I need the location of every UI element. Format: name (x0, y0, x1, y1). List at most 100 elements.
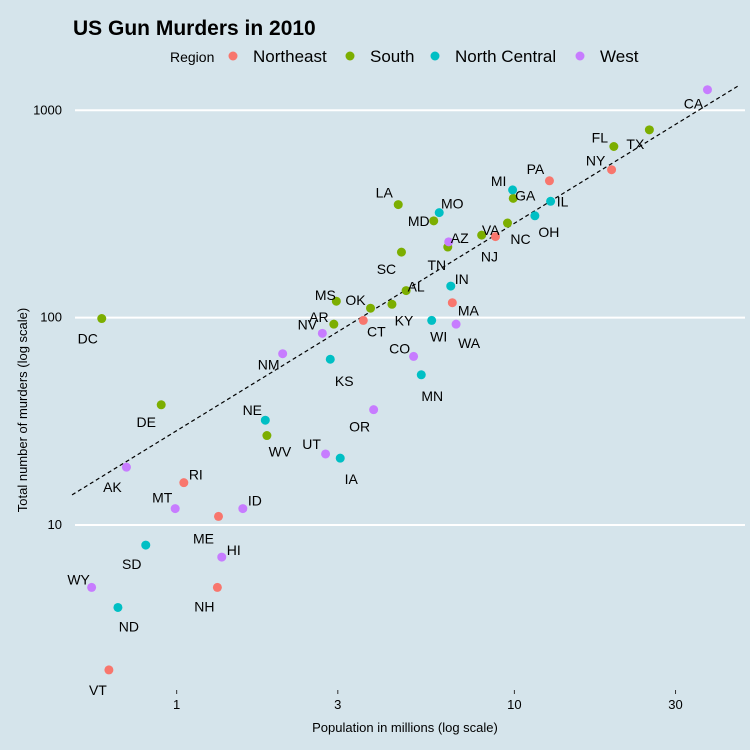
data-point-nd (113, 602, 123, 612)
point-label-sc: SC (377, 261, 396, 277)
x-axis-label: Population in millions (log scale) (312, 720, 498, 735)
data-point-ia (335, 453, 345, 463)
data-point-dc (97, 314, 107, 324)
data-point-wv (262, 431, 272, 441)
legend-entry: North Central (455, 47, 556, 66)
data-point-ny (607, 165, 617, 175)
point-label-hi: HI (227, 542, 241, 558)
legend-marker (228, 51, 238, 61)
point-label-ca: CA (684, 96, 704, 112)
point-label-md: MD (408, 213, 430, 229)
data-point-wa (451, 319, 461, 329)
x-axis-ticks: 1 3 10 30 (173, 690, 683, 712)
legend-entry: Northeast (253, 47, 327, 66)
reference-line-group (71, 85, 739, 496)
data-point-ca (702, 85, 712, 95)
y-tick-label: 100 (40, 310, 62, 325)
x-tick-label: 3 (334, 697, 341, 712)
data-point-mo (434, 208, 444, 218)
point-label-ks: KS (335, 373, 354, 389)
y-tick-label: 1000 (33, 102, 62, 117)
data-point-mt (170, 504, 180, 514)
point-label-ms: MS (315, 287, 336, 303)
point-label-ut: UT (302, 436, 321, 452)
data-point-in (446, 281, 456, 291)
legend-marker (345, 51, 355, 61)
data-point-ar (329, 319, 339, 329)
point-label-nm: NM (258, 357, 280, 373)
point-label-de: DE (136, 414, 155, 430)
point-label-la: LA (376, 185, 394, 201)
data-point-md (429, 216, 439, 226)
data-point-az (444, 237, 454, 247)
data-point-or (369, 405, 379, 415)
point-label-nj: NJ (481, 249, 498, 265)
data-point-ne (260, 415, 270, 425)
legend-entry: South (370, 47, 414, 66)
point-label-wa: WA (458, 335, 481, 351)
data-point-ga (508, 193, 518, 203)
data-point-de (156, 400, 166, 410)
data-point-co (409, 351, 419, 361)
data-point-fl (609, 141, 619, 151)
y-axis-ticks: 10 100 1000 (33, 102, 62, 532)
point-label-ky: KY (395, 312, 414, 328)
data-point-ma (447, 298, 457, 308)
point-label-ia: IA (345, 471, 359, 487)
data-point-nm (278, 349, 288, 359)
data-point-ct (358, 315, 368, 325)
point-label-oh: OH (538, 224, 559, 240)
data-point-pa (544, 176, 554, 186)
point-label-wi: WI (430, 328, 447, 344)
point-label-ak: AK (103, 479, 122, 495)
data-point-ks (325, 354, 335, 364)
point-labels: VT NH ME RI CT MA NJ PA NY DC DE WV MS AR OK KY LA SC AL MD… (67, 96, 704, 698)
point-label-ga: GA (515, 187, 536, 203)
x-tick-label: 30 (668, 697, 682, 712)
point-label-mi: MI (491, 173, 507, 189)
data-point-ok (366, 303, 376, 313)
data-point-tx (644, 125, 654, 135)
point-label-mt: MT (152, 490, 173, 506)
data-point-ak (121, 462, 131, 472)
point-label-fl: FL (592, 129, 609, 145)
chart-title: US Gun Murders in 2010 (73, 17, 316, 40)
data-point-mi (508, 185, 518, 195)
legend: Region Northeast South North Central West (170, 47, 639, 66)
data-point-al (401, 286, 411, 296)
data-point-id (238, 504, 248, 514)
point-label-in: IN (455, 271, 469, 287)
legend-title: Region (170, 49, 214, 65)
point-label-wy: WY (67, 571, 90, 587)
legend-entry: West (600, 47, 639, 66)
point-label-id: ID (248, 493, 262, 509)
point-label-tx: TX (626, 136, 645, 152)
point-label-vt: VT (89, 682, 107, 698)
data-point-ms (331, 296, 341, 306)
data-point-va (477, 230, 487, 240)
data-point-vt (104, 665, 114, 675)
point-label-ar: AR (309, 309, 328, 325)
point-label-tn: TN (427, 257, 446, 273)
point-label-il: IL (557, 193, 569, 209)
reference-line (71, 85, 739, 496)
data-point-nv (317, 328, 327, 338)
point-label-dc: DC (78, 331, 98, 347)
point-label-az: AZ (451, 230, 469, 246)
point-label-pa: PA (527, 161, 545, 177)
legend-marker (575, 51, 585, 61)
point-label-wv: WV (269, 444, 292, 460)
data-point-wi (427, 315, 437, 325)
data-point-me (213, 511, 223, 521)
data-point-sd (141, 540, 151, 550)
point-label-ne: NE (243, 402, 262, 418)
point-label-nd: ND (119, 618, 139, 634)
x-tick-label: 10 (507, 697, 521, 712)
point-label-mo: MO (441, 196, 464, 212)
legend-marker (430, 51, 440, 61)
point-label-sd: SD (122, 556, 141, 572)
point-label-nc: NC (510, 231, 530, 247)
data-point-nh (212, 582, 222, 592)
